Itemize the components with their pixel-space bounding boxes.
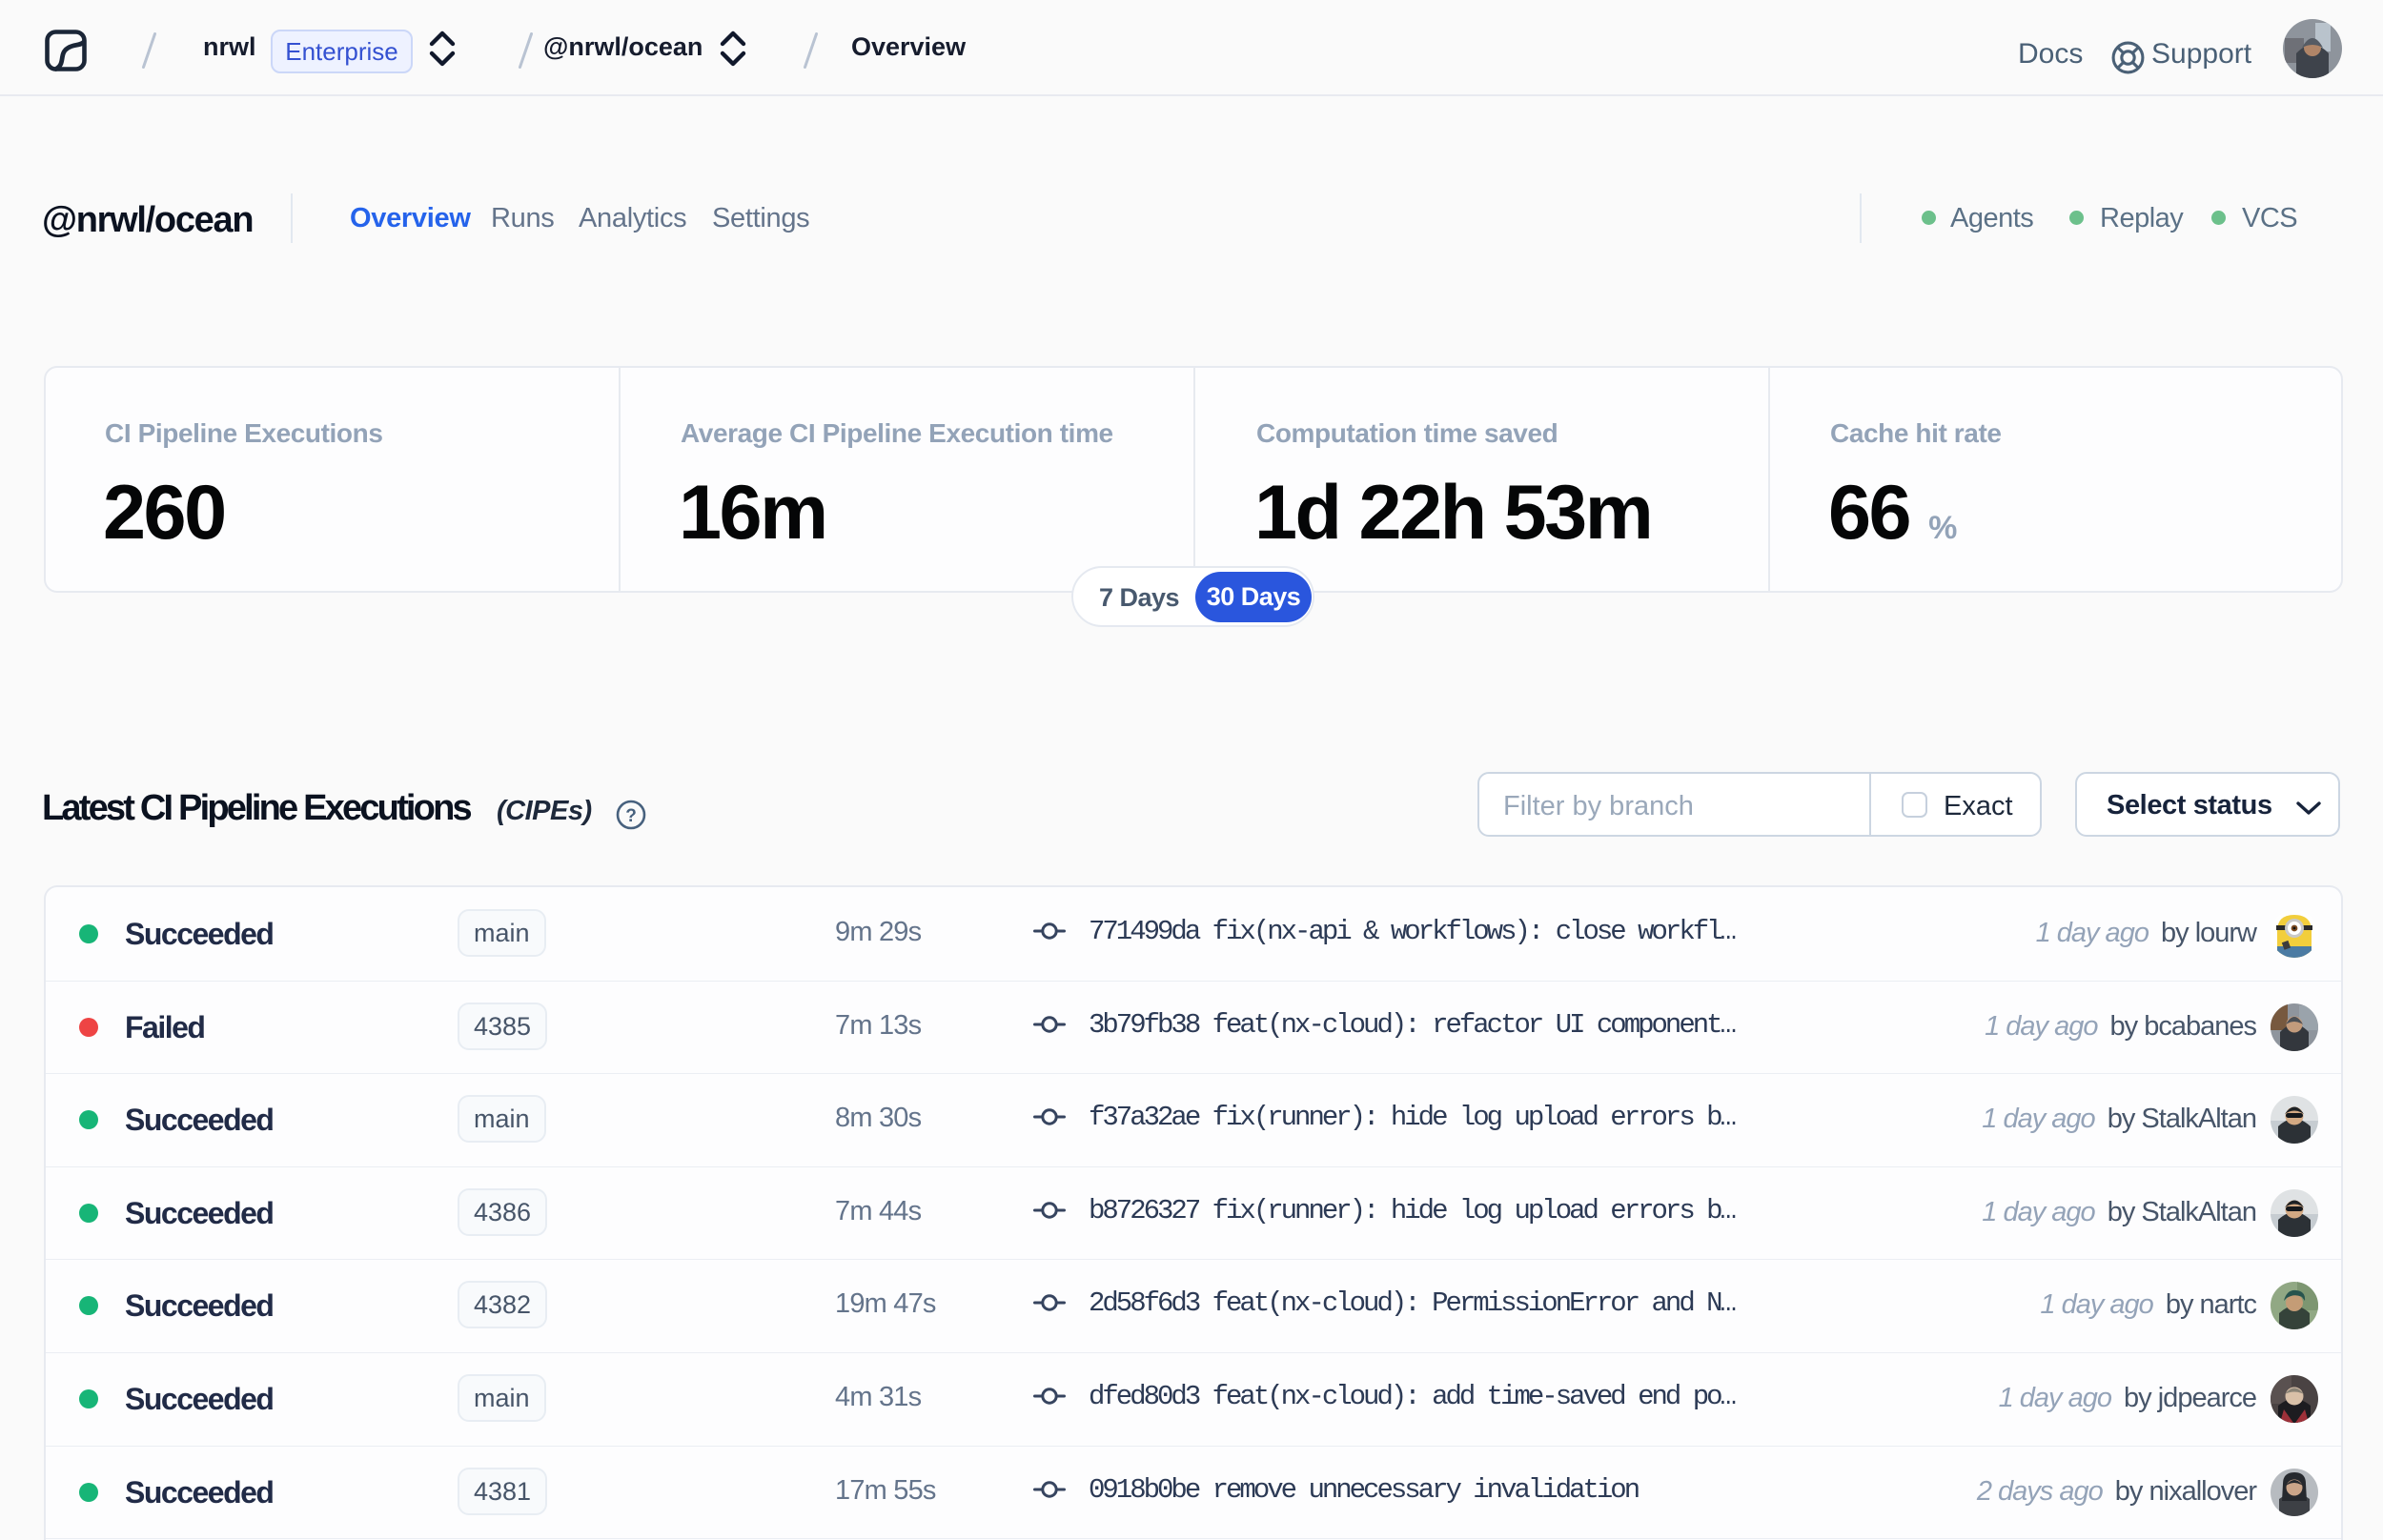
svg-text:?: ? (625, 806, 637, 826)
